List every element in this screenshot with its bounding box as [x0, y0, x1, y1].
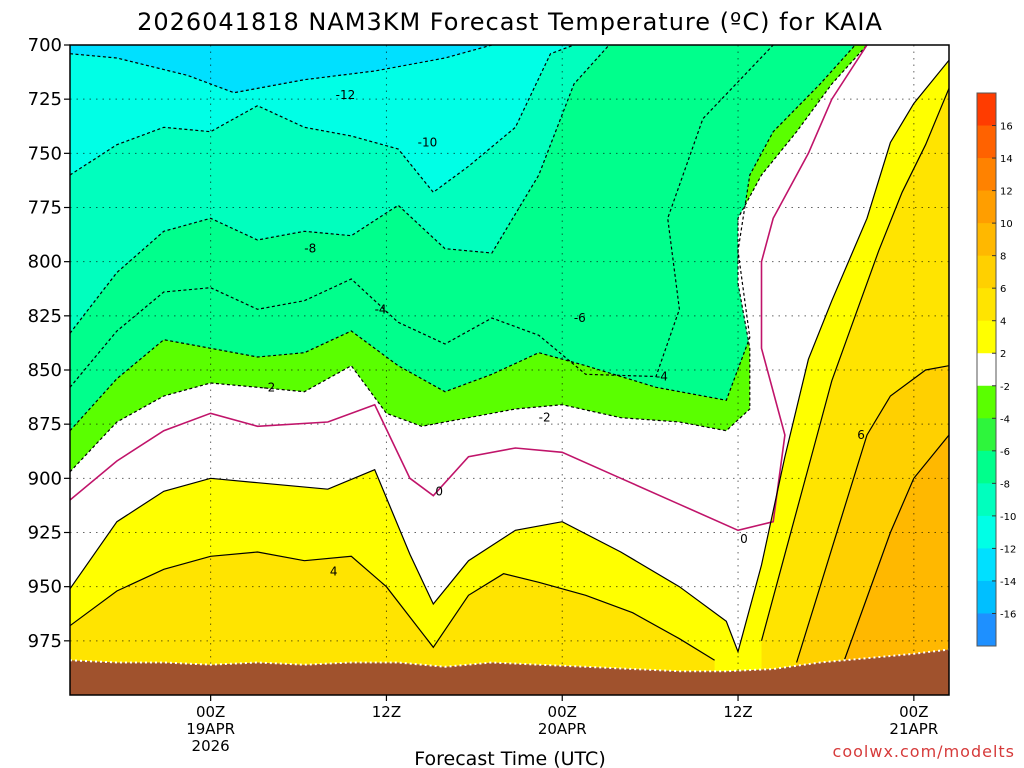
y-tick-label: 800 [28, 252, 62, 273]
plot-area: -12 -10 -8 -6 -4 -4 -2 -2 0 0 4 6 700 725 750 775 800 825… [28, 35, 950, 755]
colorbar-tick-label: 16 [1000, 122, 1013, 133]
x-tick-label: 20APR [538, 720, 587, 738]
contour-label: 6 [857, 428, 865, 442]
x-tick-label: 00Z [899, 703, 928, 721]
contour-label: -6 [574, 311, 586, 325]
temperature-fill-layer [70, 45, 949, 695]
y-tick-label: 875 [28, 414, 62, 435]
terrain-ground [70, 649, 949, 695]
contour-label: 4 [330, 565, 338, 579]
x-tick-label: 2026 [192, 737, 230, 755]
colorbar-tick-label: 4 [1000, 317, 1006, 328]
y-tick-label: 850 [28, 360, 62, 381]
x-tick-label: 12Z [723, 703, 752, 721]
fill-band--11 [70, 45, 574, 193]
fill-band--13 [70, 45, 492, 93]
colorbar-tick-label: 12 [1000, 187, 1013, 198]
colorbar-tick-label: -8 [1000, 479, 1010, 490]
contour-label: -2 [539, 411, 551, 425]
contour-label: -8 [304, 242, 316, 256]
x-tick-label: 12Z [372, 703, 401, 721]
colorbar-tick-label: 10 [1000, 219, 1013, 230]
colorbar-swatch [977, 223, 996, 257]
contour-line--12-0 [70, 45, 493, 94]
colorbar-tick-label: -6 [1000, 447, 1010, 458]
fill-band-5 [70, 552, 715, 695]
colorbar-tick-label: -4 [1000, 414, 1010, 425]
contour-line-2-7 [70, 59, 949, 654]
colorbar-swatch [977, 288, 996, 322]
colorbar-swatch [977, 353, 996, 387]
colorbar-swatch [977, 255, 996, 289]
colorbar-swatch [977, 450, 996, 484]
colorbar-tick-label: 8 [1000, 252, 1006, 263]
y-tick-label: 775 [28, 198, 62, 219]
colorbar-tick-label: -10 [1000, 512, 1016, 523]
y-tick-label: 900 [28, 468, 62, 489]
colorbar-swatch [977, 190, 996, 224]
contour-label: -4 [375, 302, 387, 316]
colorbar-swatch [977, 515, 996, 549]
colorbar-swatch [977, 580, 996, 614]
contour-label: -4 [656, 370, 668, 384]
contour-line-8-11 [842, 434, 949, 663]
contour-label: -10 [418, 136, 438, 150]
y-tick-label: 975 [28, 631, 62, 652]
y-tick-label: 700 [28, 35, 62, 56]
colorbar-swatch [977, 385, 996, 419]
colorbar-tick-label: -14 [1000, 577, 1016, 588]
colorbar-swatch [977, 93, 996, 127]
y-tick-label: 725 [28, 89, 62, 110]
contour-line-0-6 [70, 45, 868, 532]
contour-label: 0 [740, 532, 748, 546]
fill-band-3 [70, 60, 949, 695]
contour-line-6-10 [796, 365, 949, 663]
terrain-edge [70, 648, 949, 673]
chart-title: 2026041818 NAM3KM Forecast Temperature (… [137, 8, 883, 36]
contour-line--6-3 [70, 45, 774, 388]
contour-line-4-9 [760, 88, 949, 641]
colorbar-tick-label: 6 [1000, 284, 1006, 295]
credit-text: coolwx.com/modelts [833, 742, 1015, 761]
colorbar-swatch [977, 125, 996, 159]
y-axis: 700 725 750 775 800 825 850 875 900 925 950 975 [28, 35, 70, 652]
contour-line--4-4 [70, 45, 856, 432]
colorbar: -16 -14 -12 -10 -8 -6 -4 -2 2 4 6 8 10 12 14 16 [976, 92, 1016, 647]
contour-label: 0 [435, 484, 443, 498]
y-tick-label: 750 [28, 143, 62, 164]
x-tick-label: 21APR [889, 720, 938, 738]
y-tick-label: 825 [28, 306, 62, 327]
contour-line-4-8 [70, 551, 715, 661]
colorbar-swatch [977, 418, 996, 452]
contour-label: -12 [336, 88, 356, 102]
contour-line--2-5 [70, 45, 868, 473]
fill-band-9 [843, 435, 949, 695]
x-tick-label: 00Z [548, 703, 577, 721]
x-tick-label: 19APR [186, 720, 235, 738]
contour-label: -2 [263, 380, 275, 394]
colorbar-swatch [977, 158, 996, 192]
x-tick-label: 00Z [196, 703, 225, 721]
contour-label-layer: -12 -10 -8 -6 -4 -4 -2 -2 0 0 4 6 [263, 88, 865, 579]
colorbar-tick-label: 2 [1000, 349, 1006, 360]
colorbar-swatch [977, 483, 996, 517]
colorbar-tick-label: -12 [1000, 544, 1016, 555]
colorbar-tick-label: -2 [1000, 382, 1010, 393]
colorbar-swatch [977, 548, 996, 582]
colorbar-tick-label: 14 [1000, 154, 1013, 165]
contour-line--8-2 [70, 45, 610, 334]
y-tick-label: 950 [28, 577, 62, 598]
x-axis-label: Forecast Time (UTC) [414, 748, 605, 768]
colorbar-swatch [977, 613, 996, 647]
colorbar-swatch [977, 320, 996, 354]
contour-line--10-1 [70, 45, 575, 194]
contour-lines [70, 45, 949, 663]
colorbar-tick-label: -16 [1000, 609, 1016, 620]
colorbar-frame [976, 92, 997, 647]
y-tick-label: 925 [28, 523, 62, 544]
